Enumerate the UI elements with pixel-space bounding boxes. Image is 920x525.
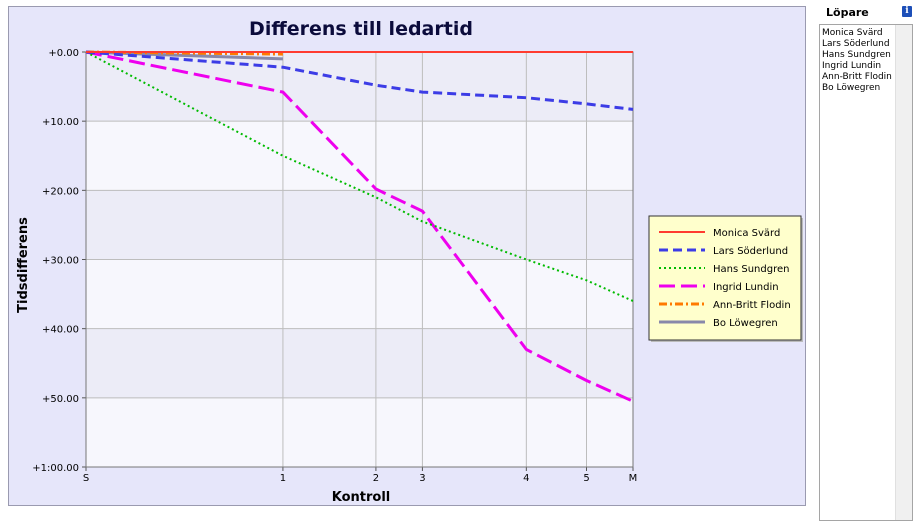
y-tick-label: +50.00 (42, 394, 79, 405)
legend-label: Hans Sundgren (713, 264, 789, 275)
legend-label: Bo Löwegren (713, 318, 778, 329)
runner-panel: Löpare i Monica Svärd Lars Söderlund Hans … (818, 4, 914, 522)
series-line (85, 51, 634, 302)
y-tick-label: +30.00 (42, 256, 79, 267)
line-chart: Differens till ledartid Kontroll Tidsdif… (16, 18, 803, 505)
x-tick-label: 3 (419, 473, 425, 484)
x-axis-label: Kontroll (332, 490, 391, 505)
runner-list[interactable]: Monica Svärd Lars Söderlund Hans Sundgren I… (819, 24, 913, 521)
legend-label: Monica Svärd (713, 228, 780, 239)
runner-list-item[interactable]: Hans Sundgren (822, 50, 891, 60)
x-tick-label: 2 (373, 473, 379, 484)
y-tick-label: +20.00 (42, 186, 79, 197)
runner-list-item[interactable]: Ann-Britt Flodin (822, 72, 892, 82)
plot-band (86, 121, 633, 191)
chart-panel: Differens till ledartid Kontroll Tidsdif… (8, 6, 806, 506)
plot-band (86, 259, 633, 329)
x-tick-label: S (83, 473, 89, 484)
y-tick-label: +0.00 (48, 48, 79, 59)
series-line (85, 50, 634, 403)
plot-band (86, 190, 633, 260)
y-axis-label: Tidsdifferens (16, 217, 31, 313)
x-tick-label: M (629, 473, 638, 484)
legend-label: Lars Söderlund (713, 246, 788, 257)
y-tick-label: +1:00.00 (32, 463, 79, 474)
runner-heading: Löpare (826, 6, 869, 19)
legend-label: Ingrid Lundin (713, 282, 779, 293)
runner-list-item[interactable]: Ingrid Lundin (822, 61, 882, 71)
runner-list-item[interactable]: Monica Svärd (822, 28, 883, 38)
list-scrollbar[interactable] (895, 25, 912, 520)
plot-band (86, 52, 633, 122)
plot-band (86, 328, 633, 398)
runner-list-item[interactable]: Lars Söderlund (822, 39, 890, 49)
legend-box (648, 215, 802, 341)
chart-title: Differens till ledartid (249, 18, 473, 40)
plot-band (86, 397, 633, 467)
info-icon[interactable]: i (902, 6, 912, 17)
y-tick-label: +40.00 (42, 325, 79, 336)
series-line (85, 50, 634, 111)
runner-list-item[interactable]: Bo Löwegren (822, 83, 881, 93)
legend-label: Ann-Britt Flodin (713, 300, 791, 311)
x-tick-label: 5 (583, 473, 589, 484)
x-tick-label: 1 (280, 473, 286, 484)
y-tick-label: +10.00 (42, 117, 79, 128)
x-tick-label: 4 (523, 473, 529, 484)
